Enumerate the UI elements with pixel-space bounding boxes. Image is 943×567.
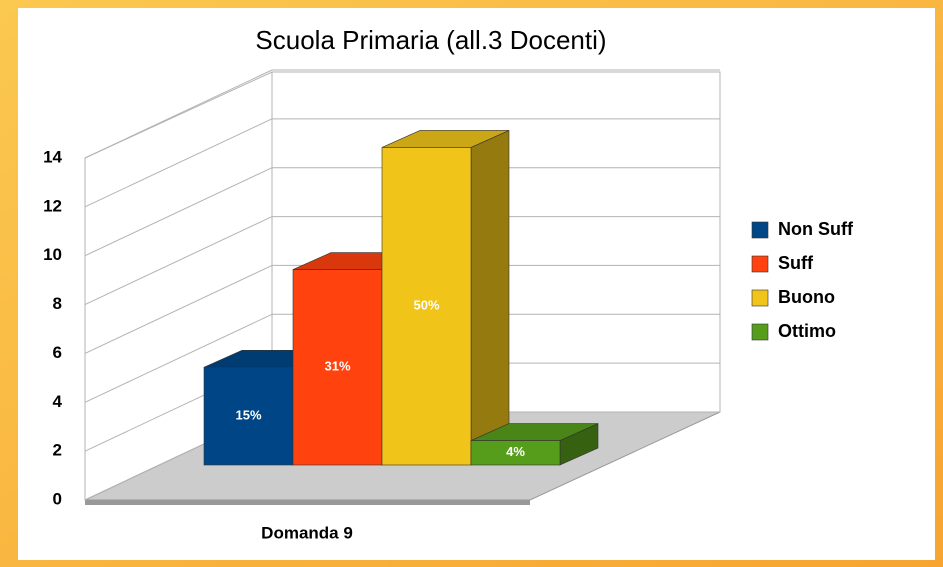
floor-edge xyxy=(85,500,530,505)
legend-label: Suff xyxy=(778,253,814,273)
legend-label: Ottimo xyxy=(778,321,836,341)
grid-line xyxy=(84,69,273,159)
legend-swatch xyxy=(751,255,769,273)
y-tick-label: 0 xyxy=(53,489,62,508)
legend-label: Non Suff xyxy=(778,219,854,239)
y-tick-label: 6 xyxy=(53,343,62,362)
legend-label: Buono xyxy=(778,287,835,307)
y-tick-label: 14 xyxy=(43,147,62,166)
y-tick-label: 4 xyxy=(53,392,63,411)
grid-line xyxy=(84,118,273,208)
chart-title: Scuola Primaria (all.3 Docenti) xyxy=(255,25,606,55)
y-tick-label: 2 xyxy=(53,441,62,460)
data-label: 4% xyxy=(506,444,525,459)
grid-line xyxy=(84,216,273,306)
bar xyxy=(381,147,472,466)
legend-swatch xyxy=(751,289,769,307)
grid-line xyxy=(84,264,273,354)
bar-side xyxy=(470,129,510,466)
x-tick-label: Domanda 9 xyxy=(261,523,353,542)
legend-swatch xyxy=(751,221,769,239)
data-label: 50% xyxy=(413,298,439,313)
data-label: 31% xyxy=(324,359,350,374)
bar xyxy=(470,440,561,466)
y-tick-label: 12 xyxy=(43,196,62,215)
y-tick-label: 10 xyxy=(43,245,62,264)
bar xyxy=(292,269,383,466)
y-tick-label: 8 xyxy=(53,294,62,313)
grid-line xyxy=(84,167,273,257)
legend-swatch xyxy=(751,323,769,341)
grid-line xyxy=(84,313,273,403)
data-label: 15% xyxy=(235,408,261,423)
